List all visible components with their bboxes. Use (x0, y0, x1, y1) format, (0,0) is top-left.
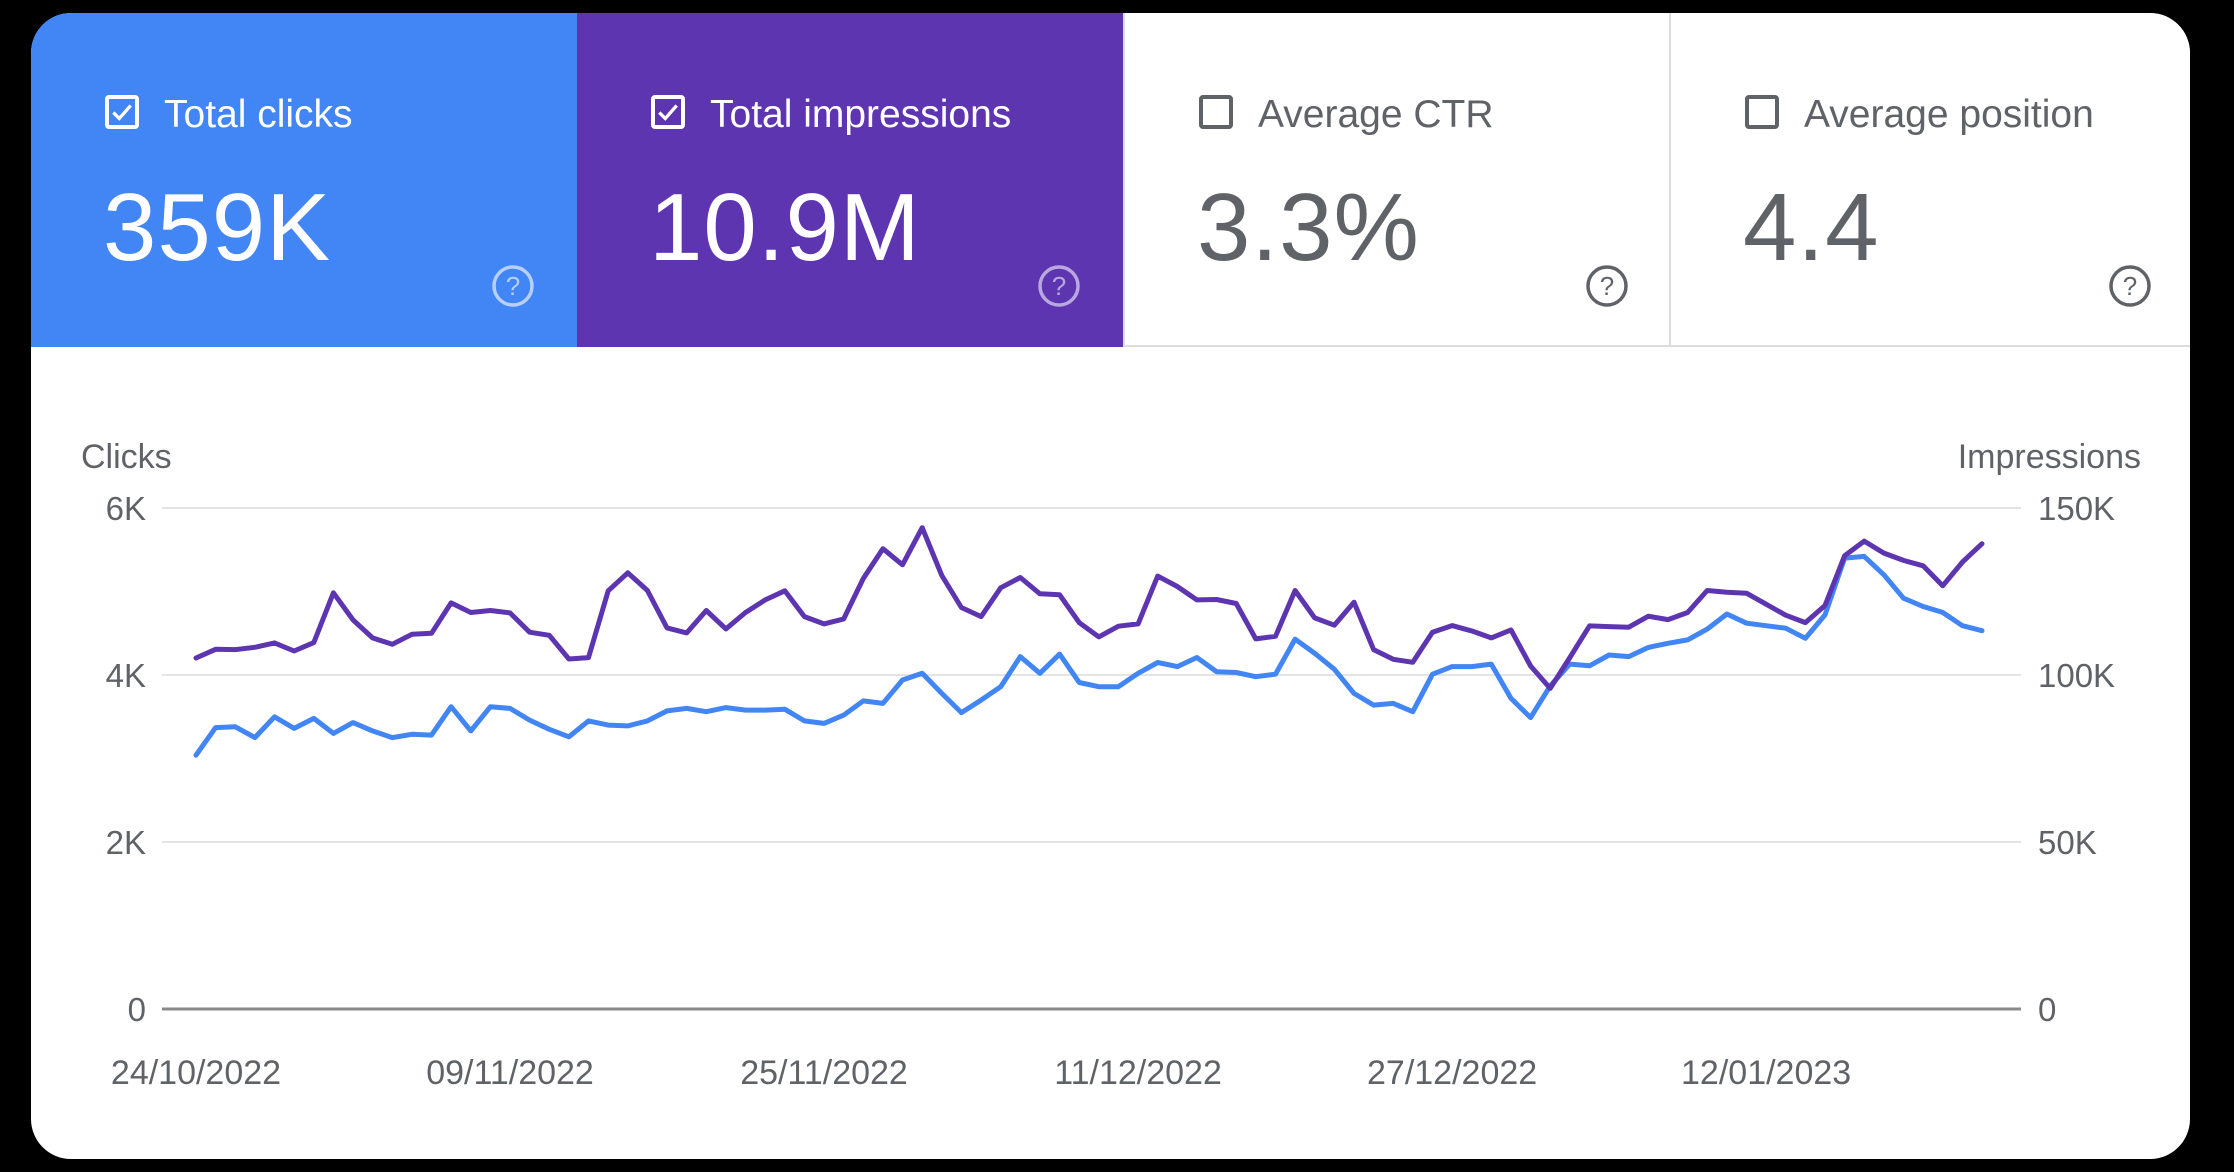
metric-value: 3.3% (1197, 174, 1420, 281)
help-icon[interactable]: ? (1584, 263, 1630, 309)
help-icon[interactable]: ? (1036, 263, 1082, 309)
metric-value: 4.4 (1743, 174, 1880, 281)
tile-average-ctr[interactable]: Average CTR 3.3% ? (1123, 13, 1669, 347)
checkbox-unchecked-icon[interactable] (1199, 95, 1233, 129)
y-tick-label-right: 150K (2038, 490, 2115, 527)
tile-total-impressions[interactable]: Total impressions 10.9M ? (577, 13, 1123, 347)
impressions-series-line (193, 525, 1985, 691)
x-tick-label: 27/12/2022 (1367, 1054, 1537, 1092)
tile-total-clicks[interactable]: Total clicks 359K ? (31, 13, 577, 347)
checkbox-checked-icon[interactable] (651, 95, 685, 129)
y-tick-label-right: 100K (2038, 657, 2115, 694)
svg-text:?: ? (506, 271, 520, 301)
x-tick-label: 11/12/2022 (1054, 1054, 1222, 1092)
performance-chart: 6K 4K 2K 0 150K 100K 50K 0 24/10/2022 09/11/202… (31, 349, 2190, 1159)
performance-card: Total clicks 359K ? Total impressions 10… (31, 13, 2190, 1159)
y-tick-label-right: 0 (2038, 991, 2056, 1028)
metric-label: Total impressions (710, 93, 1012, 136)
svg-text:?: ? (2123, 271, 2137, 301)
x-tick-label: 24/10/2022 (111, 1054, 281, 1092)
right-axis-title: Impressions (1958, 438, 2141, 476)
svg-text:?: ? (1600, 271, 1614, 301)
checkbox-checked-icon[interactable] (105, 95, 139, 129)
checkbox-unchecked-icon[interactable] (1745, 95, 1779, 129)
y-tick-label-left: 2K (106, 824, 146, 861)
metric-label: Average CTR (1258, 93, 1494, 136)
y-tick-label-left: 6K (106, 490, 146, 527)
metric-value: 10.9M (649, 174, 921, 281)
x-tick-label: 25/11/2022 (740, 1054, 908, 1092)
metric-label: Total clicks (164, 93, 353, 136)
y-tick-label-left: 0 (128, 991, 146, 1028)
clicks-series-line (193, 553, 1985, 758)
help-icon[interactable]: ? (490, 263, 536, 309)
metric-label: Average position (1804, 93, 2094, 136)
x-tick-label: 12/01/2023 (1681, 1054, 1851, 1092)
y-tick-label-right: 50K (2038, 824, 2097, 861)
y-tick-label-left: 4K (106, 657, 146, 694)
left-axis-title: Clicks (81, 438, 172, 476)
line-chart: 6K 4K 2K 0 150K 100K 50K 0 24/10/2022 09/11/202… (81, 438, 2141, 1092)
svg-text:?: ? (1052, 271, 1066, 301)
metric-tiles: Total clicks 359K ? Total impressions 10… (31, 13, 2190, 347)
metric-value: 359K (103, 174, 332, 281)
x-tick-label: 09/11/2022 (426, 1054, 594, 1092)
tile-average-position[interactable]: Average position 4.4 ? (1669, 13, 2190, 347)
help-icon[interactable]: ? (2107, 263, 2153, 309)
